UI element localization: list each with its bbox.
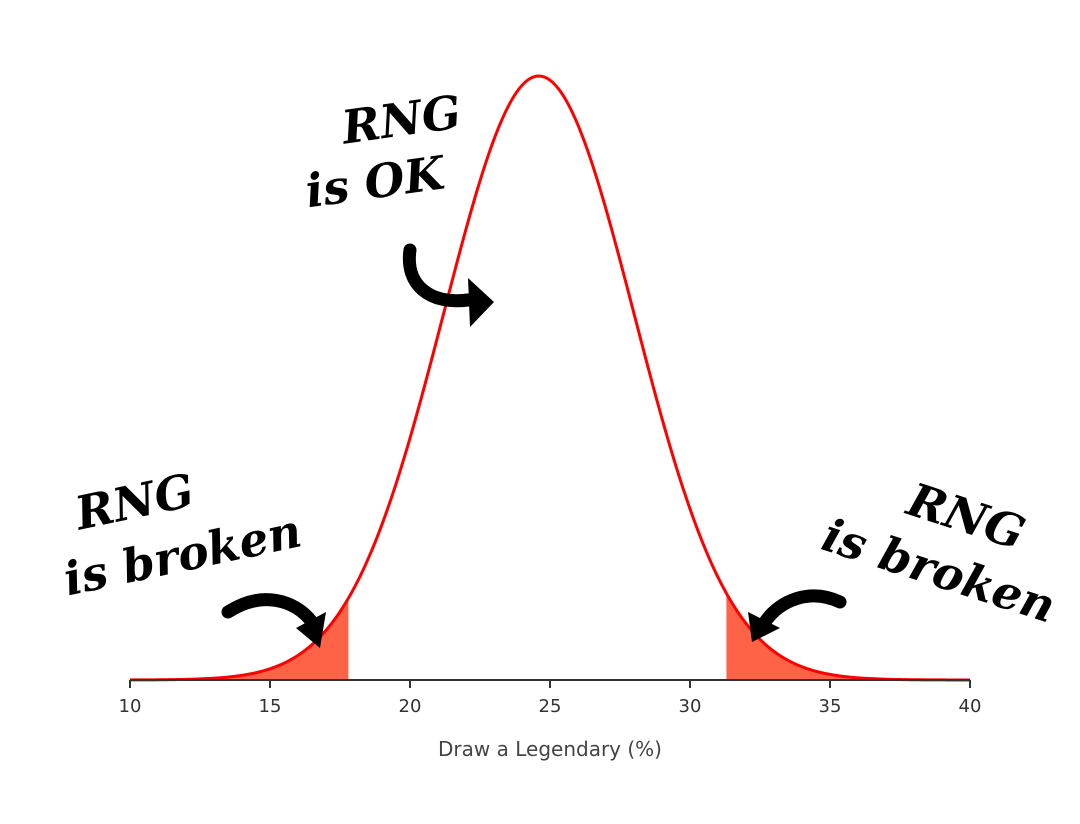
annotation-left-tail: RNG is broken: [59, 463, 306, 607]
x-tick-label: 30: [679, 696, 702, 717]
x-axis-ticks: 10 15 20 25 30 35 40: [119, 680, 982, 717]
x-tick-label: 10: [119, 696, 142, 717]
arrow-left-icon: [221, 593, 326, 648]
annotation-center-line1: RNG: [337, 85, 465, 155]
annotation-center-line2: is OK: [302, 145, 450, 218]
x-tick-label: 25: [539, 696, 562, 717]
annotation-right-tail: RNG is broken: [816, 472, 1062, 634]
arrow-right-icon: [748, 589, 847, 642]
x-tick-label: 40: [959, 696, 982, 717]
distribution-curve: [129, 74, 970, 682]
x-axis-title: Draw a Legendary (%): [438, 737, 662, 761]
x-tick-label: 35: [819, 696, 842, 717]
arrow-center-icon: [402, 243, 494, 327]
x-tick-label: 15: [259, 696, 282, 717]
shaded-region-right: [726, 593, 970, 680]
annotation-center: RNG is OK: [302, 85, 465, 219]
x-tick-label: 20: [399, 696, 422, 717]
